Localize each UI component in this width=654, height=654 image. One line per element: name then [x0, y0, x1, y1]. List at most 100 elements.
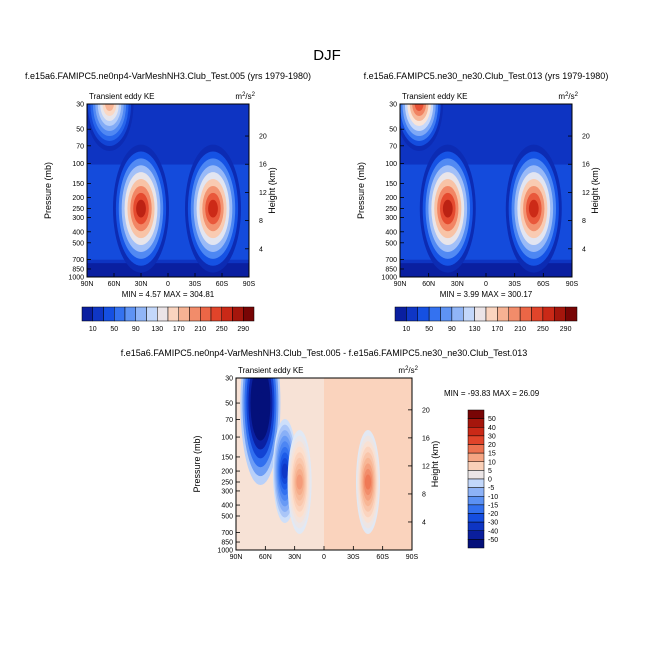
chart-panel-1: f.e15a6.FAMIPC5.ne0np4-VarMeshNH3.Club_T…	[25, 71, 311, 333]
colorbar-label: 130	[151, 326, 163, 333]
panel-subtitle: Transient eddy KE	[402, 92, 468, 101]
y-right-tick-label: 12	[582, 190, 590, 197]
colorbar-label: 250	[537, 326, 549, 333]
colorbar-swatch	[542, 306, 555, 322]
colorbar-swatch	[189, 306, 201, 322]
y-right-tick-label: 8	[582, 218, 586, 225]
colorbar-label: 50	[425, 326, 433, 333]
colorbar-swatch	[428, 306, 441, 322]
y-axis-label: Pressure (mb)	[356, 162, 366, 219]
y-tick-label: 30	[76, 102, 84, 109]
colorbar-label: 10	[89, 326, 97, 333]
colorbar-swatch	[440, 306, 453, 322]
colorbar-swatch	[81, 306, 93, 322]
x-tick-label: 60S	[376, 554, 389, 561]
colorbar-swatch	[135, 306, 147, 322]
colorbar-swatch	[467, 487, 485, 497]
y-tick-label: 70	[389, 143, 397, 150]
y-tick-label: 300	[221, 488, 233, 495]
y-tick-label: 1000	[381, 275, 397, 282]
y-right-tick-label: 20	[259, 134, 267, 141]
colorbar-swatch	[467, 513, 485, 523]
y-tick-label: 400	[385, 229, 397, 236]
colorbar-label: -20	[488, 511, 498, 518]
contour-3-1	[414, 104, 424, 111]
colorbar-swatch	[467, 418, 485, 428]
y-right-tick-label: 12	[422, 463, 430, 470]
colorbar-swatch	[474, 306, 487, 322]
field-3	[236, 378, 412, 550]
colorbar-label: -50	[488, 537, 498, 544]
x-tick-label: 30N	[135, 281, 148, 288]
colorbar-label: 130	[469, 326, 481, 333]
y-tick-label: 1000	[217, 548, 233, 555]
y-right-tick-label: 16	[259, 162, 267, 169]
y-tick-label: 250	[72, 206, 84, 213]
y-axis-label-right: Height (km)	[267, 167, 277, 214]
y-tick-label: 50	[225, 401, 233, 408]
x-tick-label: 30S	[508, 281, 521, 288]
y-right-tick-label: 20	[422, 407, 430, 414]
colorbar-label: 210	[194, 326, 206, 333]
colorbar-swatch	[467, 539, 485, 549]
x-tick-label: 90S	[566, 281, 579, 288]
colorbar-label: 10	[488, 459, 496, 466]
colorbar-swatch	[114, 306, 126, 322]
y-tick-label: 700	[385, 257, 397, 264]
chart-panel-3: f.e15a6.FAMIPC5.ne0np4-VarMeshNH3.Club_T…	[121, 348, 540, 561]
x-tick-label: 30S	[347, 554, 360, 561]
y-right-tick-label: 8	[259, 218, 263, 225]
colorbar-swatch	[467, 470, 485, 480]
colorbar-swatch	[467, 409, 485, 419]
colorbar-swatch	[394, 306, 407, 322]
x-tick-label: 60S	[216, 281, 229, 288]
colorbar-swatch	[221, 306, 233, 322]
colorbar-label: -40	[488, 528, 498, 535]
contour-3-1	[296, 474, 303, 490]
y-tick-label: 150	[385, 181, 397, 188]
colorbar-label: 15	[488, 451, 496, 458]
colorbar-label: 20	[488, 442, 496, 449]
y-axis-label-right: Height (km)	[590, 167, 600, 214]
colorbar-swatch	[200, 306, 212, 322]
contour-1-1	[256, 392, 265, 414]
colorbar-label: 50	[110, 326, 118, 333]
panel-subtitle: Transient eddy KE	[89, 92, 155, 101]
colorbar-swatch	[417, 306, 430, 322]
y-tick-label: 300	[385, 215, 397, 222]
colorbar-label: 290	[237, 326, 249, 333]
colorbar-label: 170	[492, 326, 504, 333]
colorbar-2: 10 50 90 130 170 210 250 290	[394, 306, 578, 333]
y-tick-label: 250	[385, 206, 397, 213]
colorbar-swatch	[243, 306, 255, 322]
colorbar-swatch	[519, 306, 532, 322]
colorbar-swatch	[497, 306, 509, 322]
colorbar-label: 90	[132, 326, 140, 333]
field-2	[400, 104, 572, 277]
colorbar-swatch	[406, 306, 418, 322]
contour-1-1	[136, 199, 146, 218]
colorbar-swatch	[146, 306, 158, 322]
y-tick-label: 850	[385, 266, 397, 273]
y-tick-label: 1000	[68, 275, 84, 282]
x-tick-label: 60N	[259, 554, 272, 561]
y-tick-label: 200	[221, 469, 233, 476]
y-right-tick-label: 4	[582, 246, 586, 253]
y-tick-label: 100	[72, 161, 84, 168]
panel-units: m2/s2	[398, 366, 418, 375]
contour-2-1	[281, 463, 288, 479]
panels: f.e15a6.FAMIPC5.ne0np4-VarMeshNH3.Club_T…	[25, 71, 608, 561]
colorbar-label: 5	[488, 468, 492, 475]
y-right-tick-label: 4	[422, 519, 426, 526]
y-tick-label: 50	[76, 127, 84, 134]
panel-subtitle: Transient eddy KE	[238, 366, 304, 375]
y-tick-label: 30	[389, 102, 397, 109]
x-tick-label: 90S	[406, 554, 419, 561]
y-right-tick-label: 12	[259, 190, 267, 197]
colorbar-swatch	[124, 306, 136, 322]
y-tick-label: 850	[72, 266, 84, 273]
contour-2-1	[528, 199, 539, 218]
field-1	[87, 104, 249, 277]
colorbar-label: -15	[488, 502, 498, 509]
